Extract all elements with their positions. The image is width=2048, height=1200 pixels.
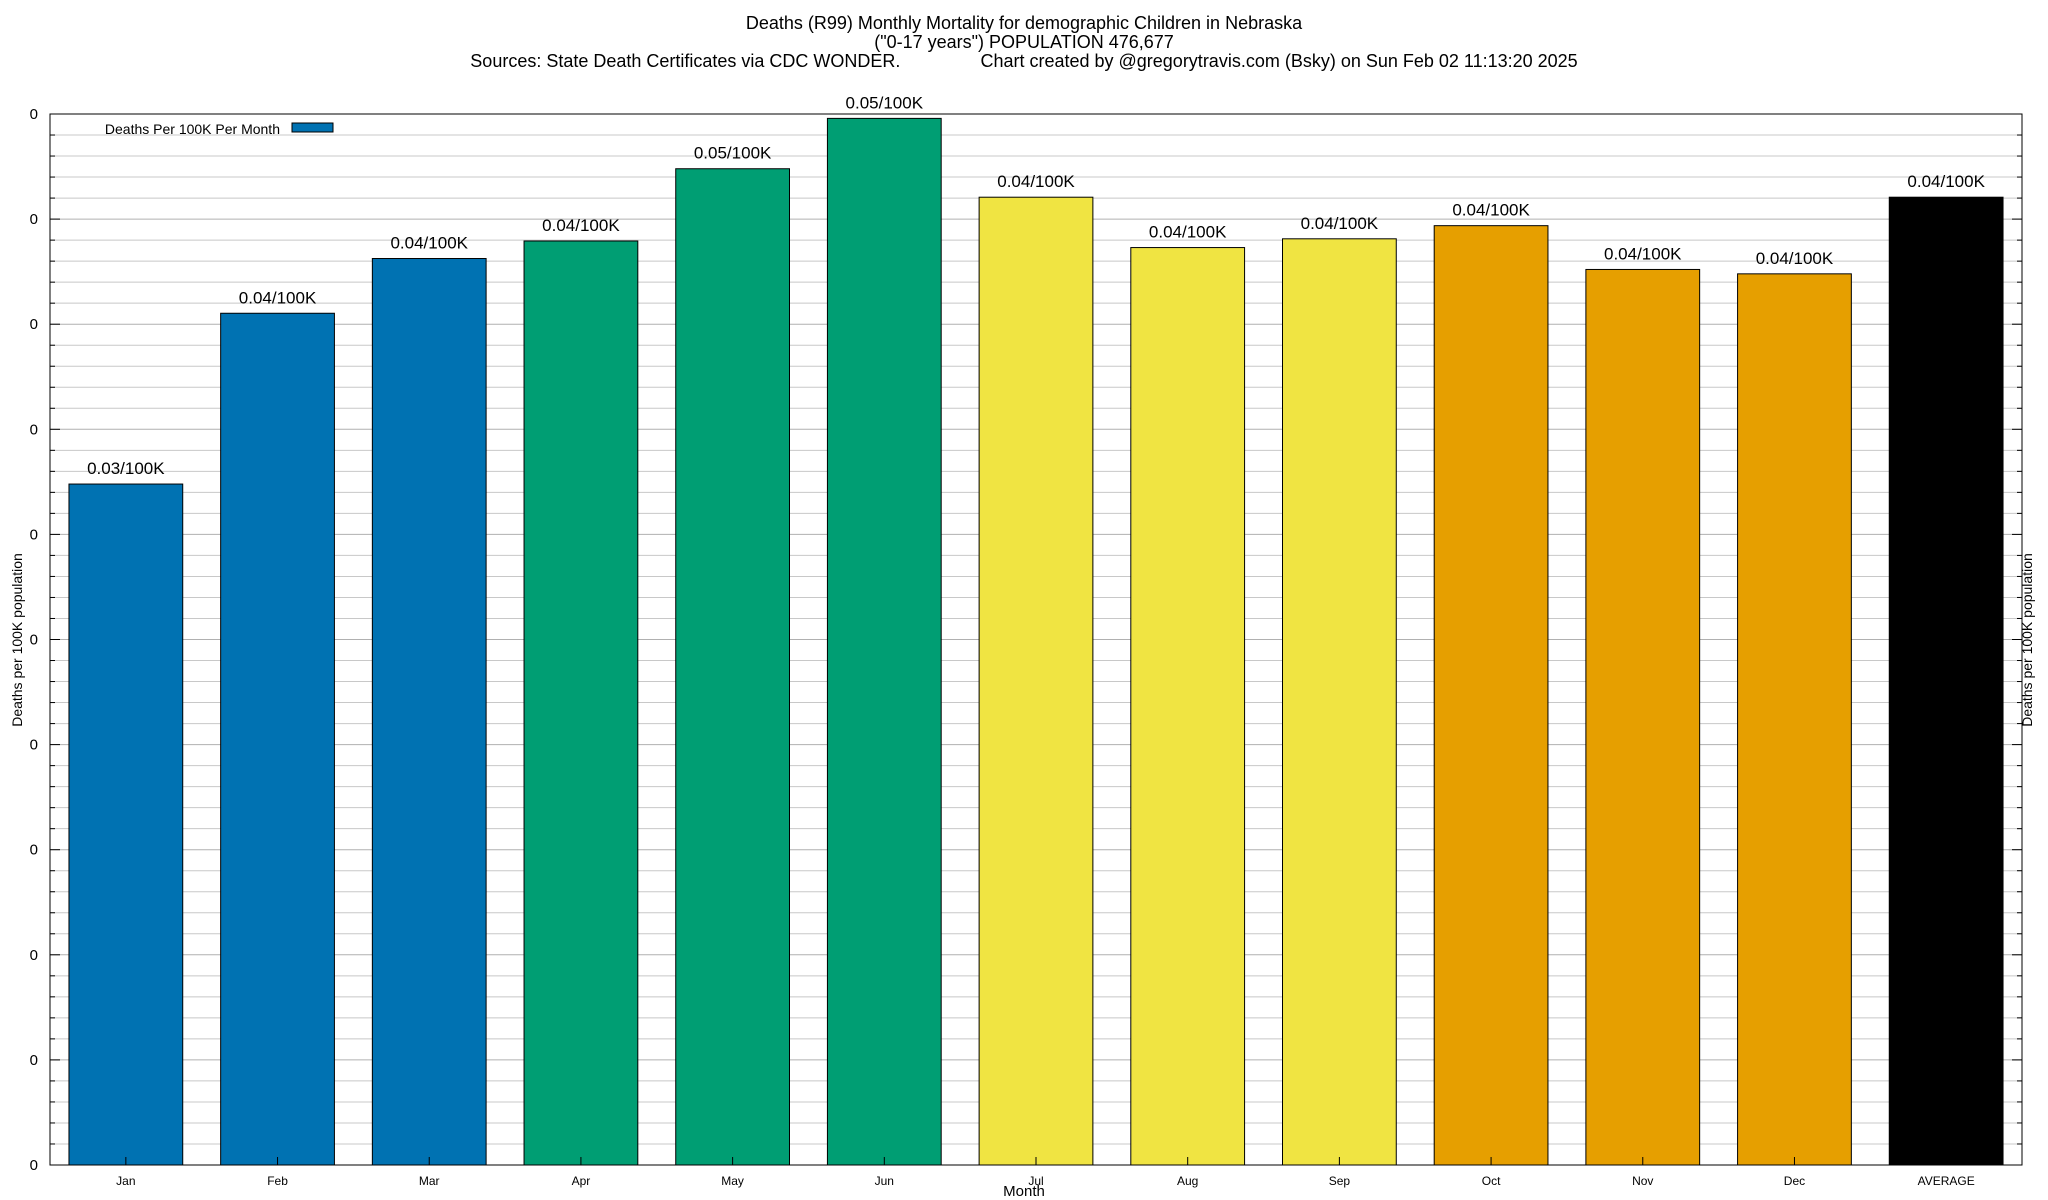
chart-title: Deaths (R99) Monthly Mortality for demog… [0,14,2048,71]
legend-swatch [291,122,334,133]
data-label: 0.04/100K [1756,249,1834,268]
x-tick-label: Oct [1482,1174,1501,1188]
bar-feb [220,312,335,1166]
bar-oct [1433,225,1549,1166]
y-tick-label: 0 [30,842,38,859]
data-label: 0.04/100K [997,172,1075,191]
x-tick-label: May [721,1174,744,1188]
data-label: 0.05/100K [694,144,772,163]
y-tick-label: 0 [30,737,38,754]
data-label: 0.04/100K [542,216,620,235]
x-tick-label: Dec [1784,1174,1805,1188]
y-tick-label: 0 [30,211,38,228]
x-tick-label: Jan [116,1174,135,1188]
bar-jun [826,117,942,1166]
legend-label: Deaths Per 100K Per Month [105,121,280,137]
x-tick-label: AVERAGE [1918,1174,1975,1188]
bar-aug [1130,247,1246,1166]
x-tick-label: Jul [1028,1174,1043,1188]
bar-average [1888,196,2004,1166]
bar-may [675,168,791,1166]
title-line-3: Sources: State Death Certificates via CD… [470,51,1578,71]
x-tick-label: Apr [572,1174,591,1188]
x-axis-label: Month [1003,1183,1045,1200]
data-label: 0.04/100K [1907,172,1985,191]
data-label: 0.03/100K [87,459,165,478]
x-tick-label: Feb [267,1174,288,1188]
bar-nov [1585,268,1701,1166]
y-tick-label: 0 [30,421,38,438]
y-axis-label-right: Deaths per 100K population [2019,553,2035,727]
y-axis-label-left: Deaths per 100K population [9,553,25,727]
bar-mar [371,258,487,1166]
bar-sep [1282,238,1397,1166]
x-tick-label: Sep [1329,1174,1351,1188]
bar-jul [978,196,1094,1166]
data-label: 0.04/100K [1452,201,1530,220]
y-tick-label: 0 [30,632,38,649]
y-tick-label: 0 [30,1157,38,1174]
y-tick-label: 0 [30,526,38,543]
x-tick-label: Aug [1177,1174,1198,1188]
data-label: 0.04/100K [390,234,468,253]
x-tick-label: Mar [419,1174,440,1188]
x-tick-label: Nov [1632,1174,1653,1188]
bar-dec [1737,273,1852,1166]
title-line-2: ("0-17 years") POPULATION 476,677 [874,32,1174,52]
bar-apr [523,240,639,1166]
y-tick-label: 0 [30,947,38,964]
data-label: 0.04/100K [1149,223,1227,242]
title-line-1: Deaths (R99) Monthly Mortality for demog… [745,13,1303,33]
x-tick-label: Jun [875,1174,894,1188]
data-label: 0.04/100K [239,288,317,307]
data-label: 0.04/100K [1604,244,1682,263]
y-tick-label: 0 [30,316,38,333]
data-label: 0.04/100K [1301,214,1379,233]
y-tick-label: 0 [30,106,38,123]
data-label: 0.05/100K [846,93,924,112]
plot-frame [49,113,2023,1166]
bar-jan [68,483,184,1166]
y-tick-label: 0 [30,1052,38,1069]
